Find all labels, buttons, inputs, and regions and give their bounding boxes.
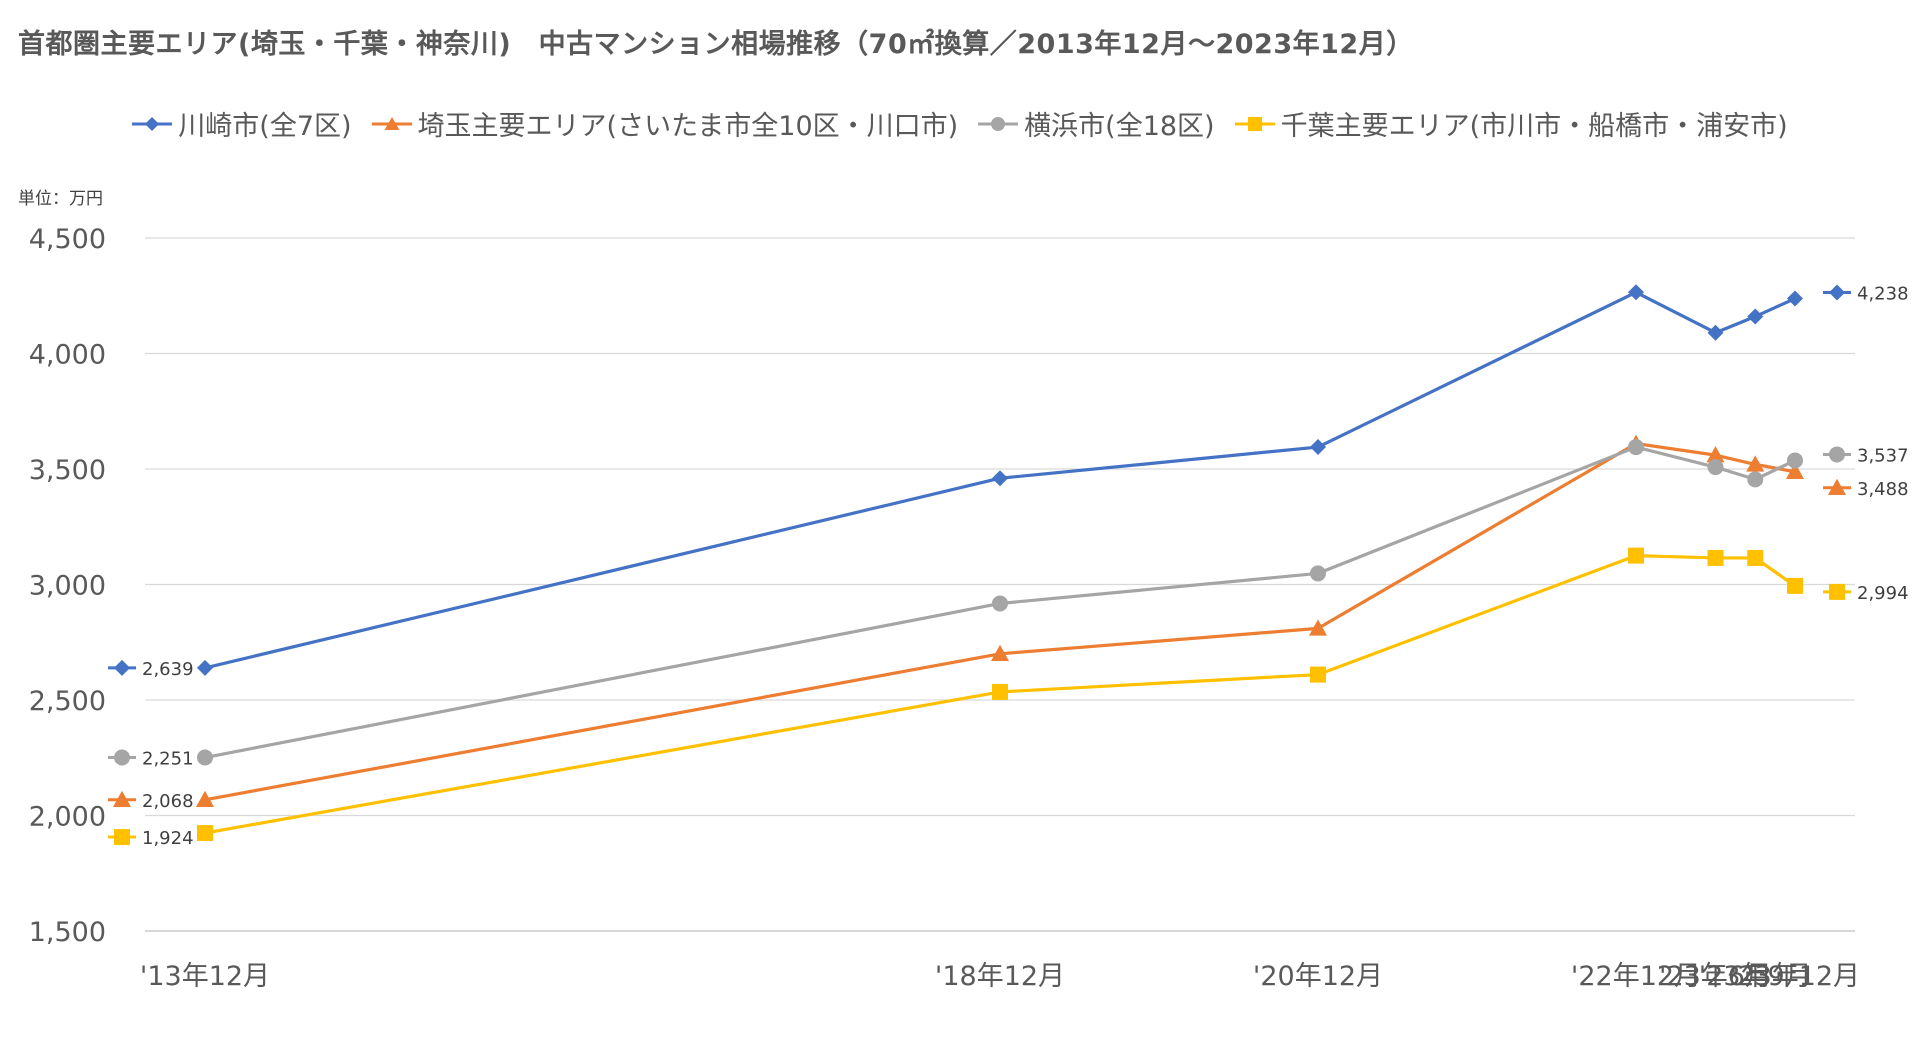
end-data-label: 2,994 — [1857, 583, 1909, 604]
data-point — [1787, 577, 1803, 594]
legend-item-yokohama: 横浜市(全18区) — [978, 104, 1215, 143]
end-data-label: 4,238 — [1857, 284, 1909, 305]
data-point — [197, 749, 213, 766]
y-tick-label: 3,000 — [29, 571, 106, 602]
y-tick-label: 4,500 — [29, 224, 106, 255]
start-label-key-marker — [114, 829, 130, 846]
start-label-key-marker — [114, 659, 130, 676]
legend-key-kawasaki — [132, 116, 173, 131]
end-label-key-marker — [1829, 446, 1845, 463]
end-data-label: 3,488 — [1857, 479, 1909, 500]
data-point — [1786, 462, 1804, 479]
data-point — [1787, 452, 1803, 469]
start-data-label: 1,924 — [142, 828, 194, 849]
start-data-label: 2,251 — [142, 749, 194, 770]
unit-label: 単位：万円 — [18, 189, 103, 209]
data-point — [1628, 284, 1644, 301]
x-tick-label: '23年12月 — [1730, 961, 1860, 992]
x-tick-label: '23年6月 — [1659, 961, 1772, 992]
end-label-key-marker — [1829, 583, 1845, 600]
y-tick-label: 4,000 — [29, 340, 106, 371]
data-point — [1747, 308, 1764, 325]
legend-item-chiba: 千葉主要エリア(市川市・船橋市・浦安市) — [1234, 104, 1788, 143]
series-line-1 — [204, 441, 1796, 802]
start-label-key-marker — [114, 749, 130, 766]
legend-key-saitama — [371, 116, 412, 130]
y-tick-label: 1,500 — [29, 917, 106, 948]
data-point — [1707, 549, 1724, 566]
data-point — [1787, 290, 1803, 307]
legend-label-chiba: 千葉主要エリア(市川市・船橋市・浦安市) — [1280, 111, 1788, 142]
chart-title: 首都圏主要エリア(埼玉・千葉・神奈川) 中古マンション相場推移（70㎡換算／20… — [18, 29, 1414, 60]
end-label-key-marker — [1828, 478, 1846, 495]
legend-item-kawasaki: 川崎市(全7区) — [132, 104, 352, 143]
x-tick-label: '13年12月 — [140, 961, 270, 992]
data-point — [1309, 619, 1327, 636]
legend-item-saitama: 埼玉主要エリア(さいたま市全10区・川口市) — [371, 104, 959, 143]
data-point — [1310, 666, 1326, 683]
data-point — [1628, 439, 1644, 456]
end-data-label: 3,537 — [1857, 445, 1909, 466]
data-point — [196, 790, 214, 807]
data-point — [1747, 549, 1764, 566]
legend-label-kawasaki: 川崎市(全7区) — [178, 111, 352, 142]
data-point — [1310, 439, 1326, 456]
data-point — [197, 825, 213, 842]
y-tick-label: 3,500 — [29, 455, 106, 486]
x-tick-label: '20年12月 — [1253, 961, 1383, 992]
data-point — [991, 644, 1009, 661]
data-point — [1628, 547, 1644, 564]
data-point — [1746, 455, 1765, 472]
y-tick-label: 2,000 — [29, 802, 106, 833]
x-tick-label: '23年9月 — [1699, 961, 1812, 992]
data-point — [1310, 565, 1326, 582]
legend: 川崎市(全7区) 埼玉主要エリア(さいたま市全10区・川口市) 横浜市(全18区… — [0, 104, 1920, 143]
x-tick-label: '22年12月 — [1571, 961, 1701, 992]
y-tick-label: 2,500 — [29, 686, 106, 717]
legend-label-saitama: 埼玉主要エリア(さいたま市全10区・川口市) — [417, 111, 959, 142]
start-data-label: 2,068 — [142, 791, 194, 812]
legend-label-yokohama: 横浜市(全18区) — [1024, 111, 1215, 142]
data-point — [1747, 471, 1764, 488]
data-point — [992, 595, 1008, 612]
legend-key-chiba — [1234, 116, 1275, 131]
data-point — [1706, 446, 1725, 463]
end-label-key-marker — [1829, 284, 1845, 301]
legend-key-yokohama — [978, 116, 1019, 131]
data-point — [992, 683, 1008, 700]
x-tick-label: '18年12月 — [935, 961, 1065, 992]
data-point — [1707, 324, 1724, 341]
data-point — [197, 659, 213, 676]
data-point — [1707, 459, 1724, 476]
data-point — [992, 470, 1008, 487]
start-label-key-marker — [113, 790, 131, 807]
start-data-label: 2,639 — [142, 659, 194, 680]
